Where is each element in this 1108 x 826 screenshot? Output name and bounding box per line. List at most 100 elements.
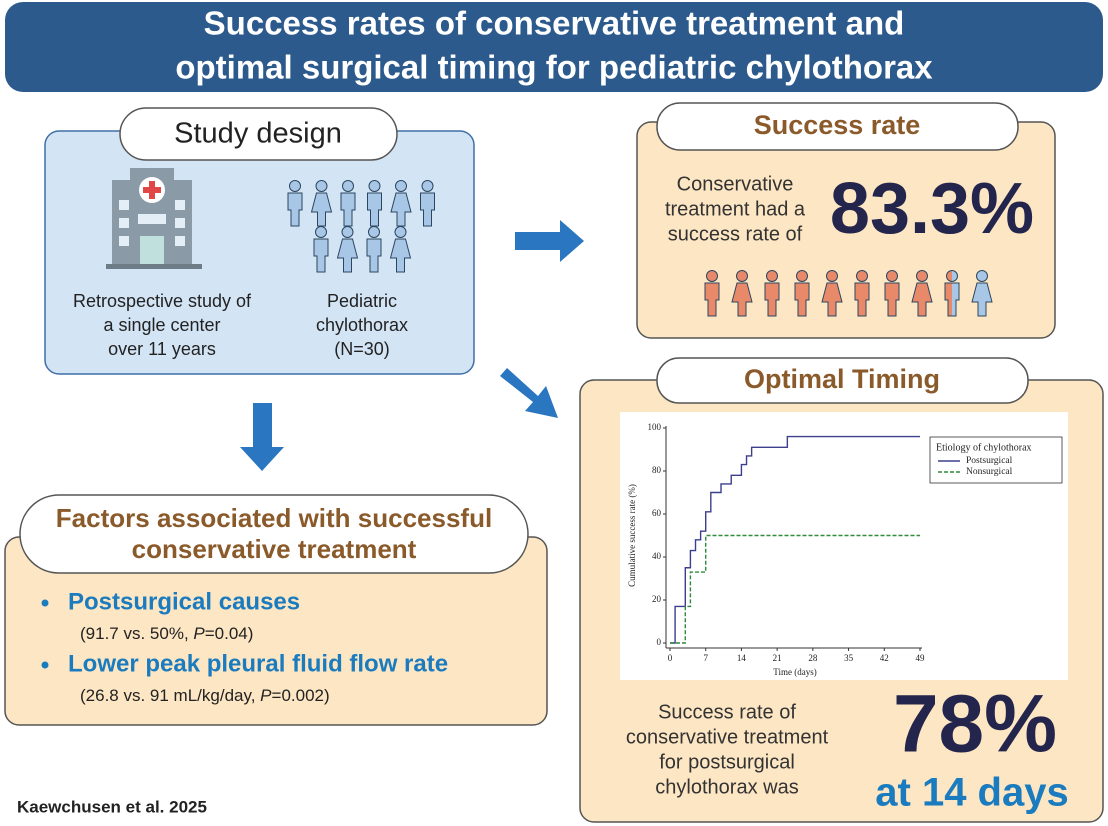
body (390, 192, 412, 227)
patient-icon (884, 270, 900, 317)
x-tick-label: 21 (773, 653, 782, 663)
highlight-sub: at 14 days (875, 771, 1068, 815)
head (315, 226, 327, 238)
body (794, 282, 810, 317)
body (336, 238, 359, 273)
body (944, 282, 960, 317)
body (731, 282, 753, 317)
head (368, 180, 381, 192)
head (289, 180, 301, 192)
y-tick-label: 60 (652, 508, 662, 518)
body (911, 282, 933, 317)
title: optimal surgical timing for pediatric ch… (175, 49, 933, 86)
y-tick-label: 80 (652, 465, 662, 475)
patient-icon (420, 180, 435, 227)
patient-icon (390, 180, 412, 227)
arrow (240, 403, 284, 471)
detail-part: =0.04) (205, 624, 254, 643)
y-tick-label: 0 (657, 637, 662, 647)
legend-label: Nonsurgical (966, 467, 1013, 477)
study-text: Retrospective study of (73, 291, 252, 311)
legend-box (929, 436, 1063, 484)
km-line (670, 435, 920, 644)
study-text: (N=30) (334, 339, 390, 359)
body (389, 238, 412, 273)
head (341, 226, 354, 238)
head (315, 180, 328, 192)
x-tick-label: 42 (880, 653, 889, 663)
x-axis-label: Time (days) (773, 667, 816, 677)
detail-part: (26.8 vs. 91 mL/kg/day, (80, 686, 260, 705)
y-tick-label: 20 (652, 594, 662, 604)
bullet (41, 661, 49, 669)
study-panel (44, 130, 475, 375)
patient-icon (944, 270, 960, 317)
body (420, 192, 435, 227)
head (916, 270, 928, 282)
arrow (515, 220, 584, 262)
body (854, 282, 870, 317)
x-tick-label: 28 (808, 653, 818, 663)
x-tick-label: 0 (668, 653, 673, 663)
highlight: 83.3% (830, 169, 1034, 249)
head (856, 270, 868, 282)
factors-pill (19, 494, 529, 574)
body (367, 192, 382, 227)
x-tick-label: 7 (703, 653, 708, 663)
panel-title: Optimal Timing (744, 364, 940, 394)
body (313, 238, 329, 273)
panel-title: conservative treatment (132, 534, 417, 564)
detail-part: P (260, 686, 272, 705)
patient-icon (704, 270, 720, 317)
timing-text: for postsurgical (659, 751, 795, 773)
y-tick-label: 40 (652, 551, 662, 561)
head (394, 226, 407, 238)
patient-icon (911, 270, 933, 317)
factor-heading: Lower peak pleural fluid flow rate (68, 650, 448, 677)
timing-text: Success rate of (658, 701, 796, 723)
x-tick-label: 35 (844, 653, 854, 663)
study-text: chylothorax (316, 315, 408, 335)
panel-title: Factors associated with successful (56, 503, 492, 533)
body (971, 282, 993, 317)
body (821, 282, 843, 317)
head (796, 270, 808, 282)
body (310, 192, 333, 227)
body (764, 282, 780, 317)
factor-heading: Postsurgical causes (68, 588, 300, 615)
patient-icon (764, 270, 780, 317)
patient-icon (366, 226, 382, 273)
patient-icon (731, 270, 753, 317)
arrow (500, 368, 558, 418)
y-tick-label: 100 (648, 422, 662, 432)
body (340, 192, 356, 227)
timing-text: chylothorax was (655, 776, 798, 798)
head (826, 270, 838, 282)
panel-title: Success rate (754, 110, 921, 140)
body (366, 238, 382, 273)
patient-icon (389, 226, 412, 273)
detail-part: (91.7 vs. 50%, (80, 624, 193, 643)
patient-icon (340, 180, 356, 227)
patient-icon (336, 226, 359, 273)
patient-icon (971, 270, 993, 317)
patient-icon (854, 270, 870, 317)
body (287, 192, 303, 227)
head (736, 270, 748, 282)
highlight: 78% (893, 679, 1057, 770)
patient-icon (287, 180, 303, 227)
head (976, 270, 988, 282)
factor-detail: (91.7 vs. 50%, P=0.04) (80, 624, 253, 643)
timing-pill (656, 357, 1029, 404)
panel-title: Study design (174, 118, 342, 150)
km-line (670, 534, 920, 644)
patient-icon (310, 180, 333, 227)
head (706, 270, 718, 282)
patient-icon (313, 226, 329, 273)
body (704, 282, 720, 317)
study-text: over 11 years (108, 339, 216, 359)
legend-label: Postsurgical (966, 456, 1013, 466)
title: Success rates of conservative treatment … (204, 5, 905, 42)
